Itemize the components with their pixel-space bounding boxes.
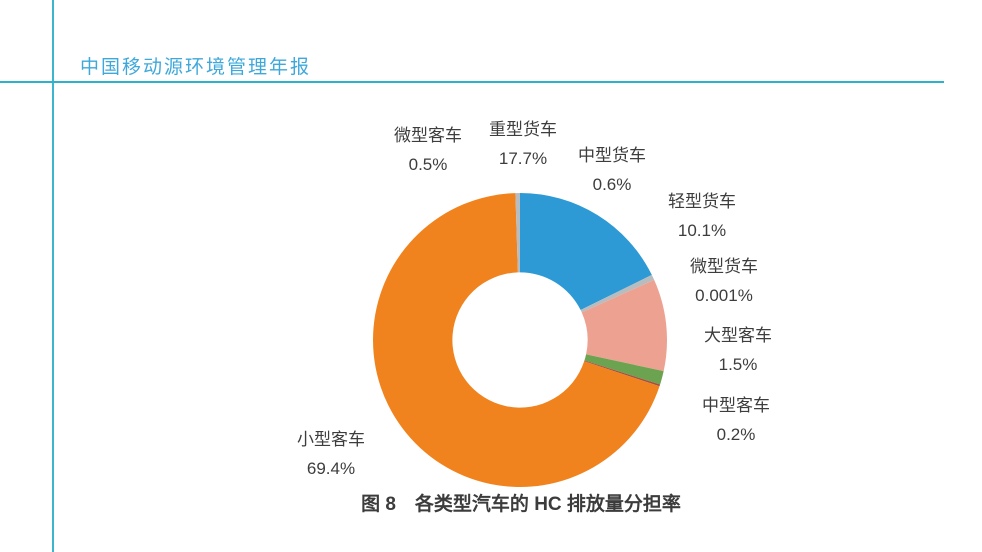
slice-label-large-passenger-car: 大型客车 1.5% — [688, 321, 788, 379]
donut-slice-1 — [580, 274, 655, 313]
figure-caption: 图 8 各类型汽车的 HC 排放量分担率 — [361, 494, 681, 515]
donut-slice-7 — [515, 193, 520, 273]
slice-label-mini-truck: 微型货车 0.001% — [664, 252, 784, 310]
slice-label-value: 0.001% — [695, 286, 753, 305]
left-vertical-rule — [52, 0, 54, 552]
slice-label-medium-passenger-car: 中型客车 0.2% — [686, 391, 786, 449]
slice-label-value: 0.6% — [592, 175, 632, 194]
donut-slice-6 — [373, 193, 660, 487]
slice-label-name: 轻型货车 — [668, 192, 736, 211]
slice-label-value: 0.5% — [408, 155, 448, 174]
slice-label-value: 0.2% — [716, 425, 756, 444]
slice-label-value: 17.7% — [498, 149, 548, 168]
donut-svg — [373, 193, 667, 487]
slice-label-name: 微型货车 — [690, 257, 758, 276]
slice-label-value: 1.5% — [718, 355, 758, 374]
slice-label-mini-passenger-car: 微型客车 0.5% — [378, 121, 478, 179]
slice-label-light-truck: 轻型货车 10.1% — [652, 187, 752, 245]
slice-label-name: 微型客车 — [394, 126, 462, 145]
donut-slice-2 — [581, 279, 667, 372]
slice-label-name: 重型货车 — [489, 120, 557, 139]
slice-label-name: 中型客车 — [702, 396, 770, 415]
report-title: 中国移动源环境管理年报 — [80, 57, 312, 78]
donut-slice-0 — [520, 193, 652, 311]
slice-label-medium-truck: 中型货车 0.6% — [562, 141, 662, 199]
donut-slice-4 — [584, 354, 664, 385]
slice-label-name: 大型客车 — [704, 326, 772, 345]
slice-label-name: 小型客车 — [297, 430, 365, 449]
donut-slice-5 — [584, 360, 661, 387]
slice-label-heavy-truck: 重型货车 17.7% — [473, 115, 573, 173]
slice-label-value: 10.1% — [677, 221, 727, 240]
slice-label-value: 69.4% — [306, 459, 356, 478]
slice-label-name: 中型货车 — [578, 146, 646, 165]
slice-label-small-passenger-car: 小型客车 69.4% — [281, 425, 381, 483]
header-underline-rule — [0, 81, 944, 83]
donut-chart — [373, 193, 667, 487]
